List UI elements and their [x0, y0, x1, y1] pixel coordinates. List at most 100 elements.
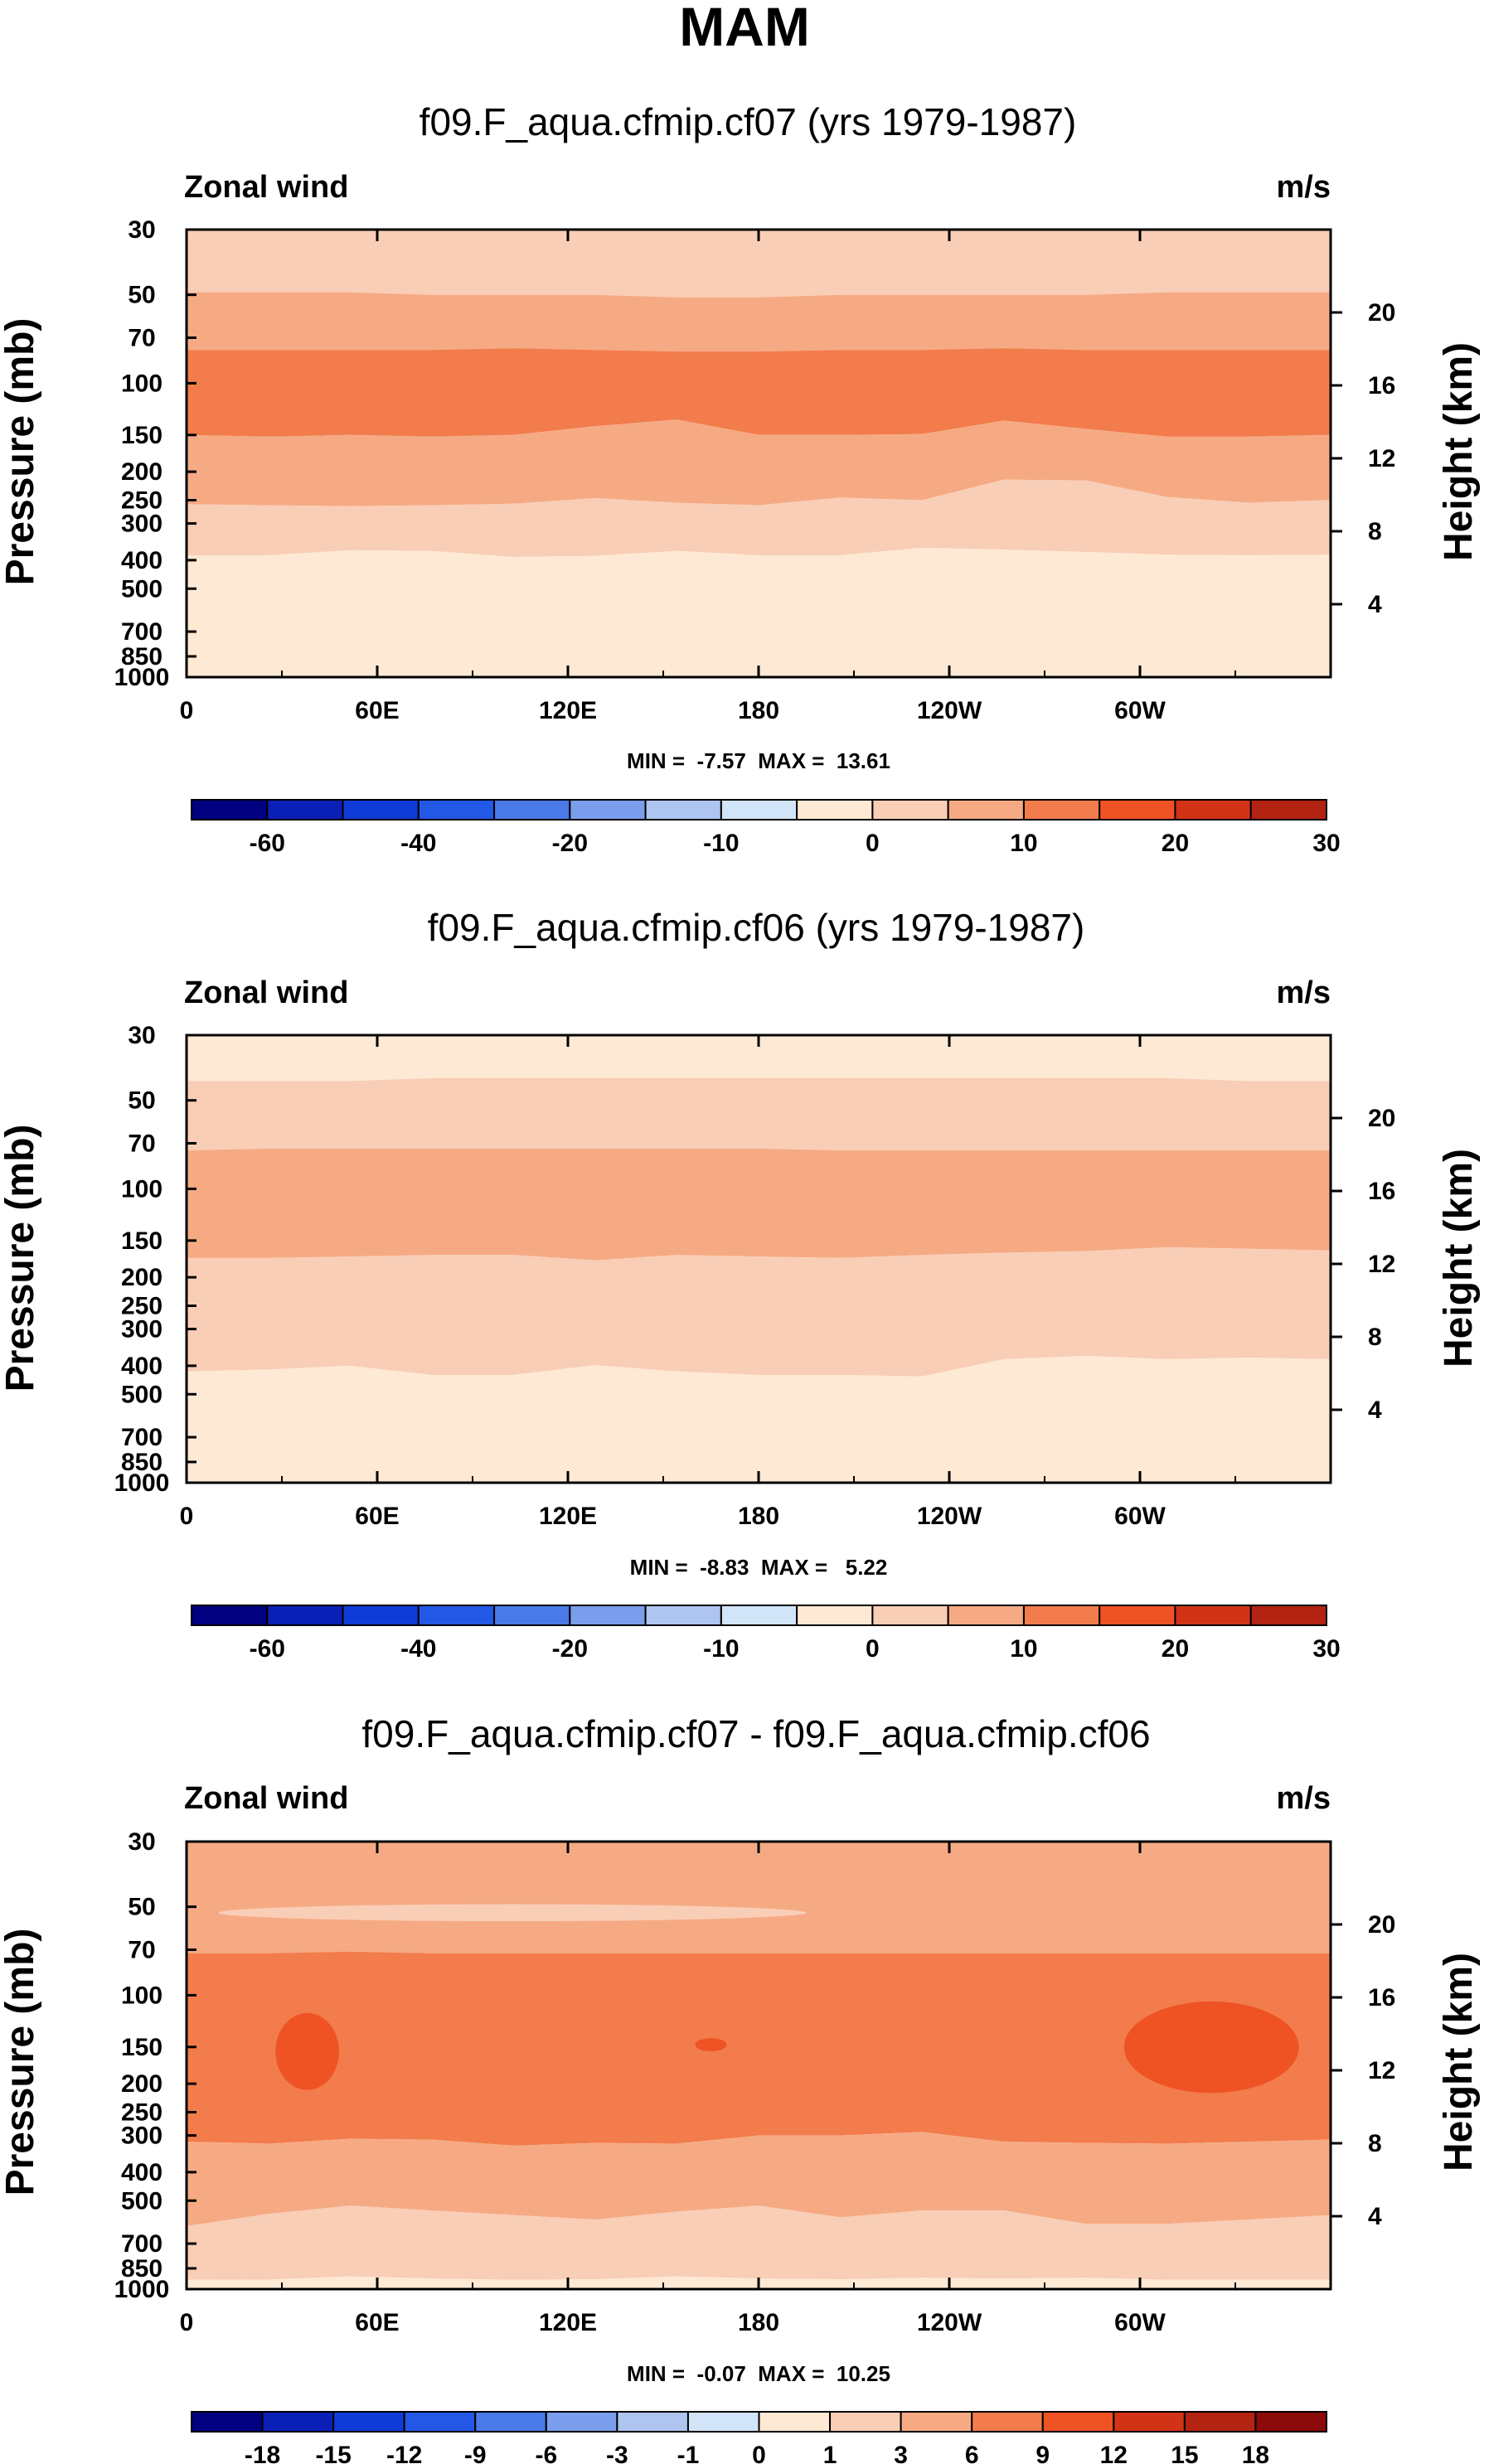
- y-tick-label: 850: [121, 1449, 162, 1476]
- colorbar-tick-label: 10: [1010, 830, 1037, 857]
- y-tick-label: 850: [121, 643, 162, 670]
- y-tick-label: 1000: [114, 1469, 170, 1497]
- contour-band: [187, 479, 1331, 557]
- colorbar-box: [758, 2411, 832, 2433]
- colorbar-box: [829, 2411, 902, 2433]
- y-tick-label: 500: [121, 2187, 162, 2215]
- colorbar-box: [266, 1605, 344, 1626]
- colorbar-box: [342, 799, 420, 821]
- x-tick-label: 60W: [1114, 1503, 1166, 1530]
- y-tick-label: 70: [128, 1130, 155, 1157]
- x-tick-label: 120W: [917, 1503, 982, 1530]
- colorbar-tick-label: 20: [1162, 830, 1189, 857]
- y-tick-label: 500: [121, 575, 162, 603]
- units-label: m/s: [1277, 170, 1331, 205]
- colorbar-tick-label: -1: [677, 2442, 700, 2464]
- colorbar-box: [1254, 2411, 1327, 2433]
- chart-panel-2: f09.F_aqua.cfmip.cf06 (yrs 1979-1987) Zo…: [0, 906, 1481, 1663]
- x-tick-label: 60W: [1114, 2309, 1166, 2336]
- y-tick-label: 150: [121, 2034, 162, 2061]
- colorbar-box: [1022, 799, 1101, 821]
- y-tick-label: 200: [121, 2070, 162, 2098]
- colorbar-box: [332, 2411, 405, 2433]
- x-tick-label: 180: [738, 1503, 779, 1530]
- x-tick-label: 120E: [539, 697, 597, 724]
- y-tick-label: 70: [128, 1936, 155, 1963]
- colorbar-tick-label: 12: [1100, 2442, 1128, 2464]
- colorbar-tick-label: 3: [894, 2442, 908, 2464]
- x-tick-label: 0: [180, 1503, 194, 1530]
- variable-label: Zonal wind: [184, 975, 348, 1010]
- y-tick-label: 250: [121, 2099, 162, 2127]
- colorbar-box: [1174, 1605, 1252, 1626]
- panel-title: f09.F_aqua.cfmip.cf07 (yrs 1979-1987): [420, 100, 1077, 143]
- colorbar-box: [493, 1605, 571, 1626]
- colorbar-tick-label: -20: [552, 830, 588, 857]
- y-right-tick-label: 20: [1368, 1911, 1395, 1939]
- x-tick-label: 0: [180, 2309, 194, 2336]
- y-right-tick-label: 4: [1368, 2203, 1382, 2230]
- y-tick-label: 700: [121, 2230, 162, 2258]
- y-tick-label: 150: [121, 1227, 162, 1255]
- colorbar-box: [686, 2411, 760, 2433]
- y-right-tick-label: 12: [1368, 445, 1395, 472]
- colorbar-box: [266, 799, 344, 821]
- colorbar-box: [191, 799, 269, 821]
- y-axis-right-title: Height (km): [1437, 1149, 1481, 1368]
- colorbar-box: [261, 2411, 335, 2433]
- contour-band: [187, 1035, 1331, 1082]
- colorbar-box: [1099, 799, 1176, 821]
- y-right-tick-label: 8: [1368, 518, 1382, 545]
- colorbar-tick-label: -6: [535, 2442, 557, 2464]
- figure-title: MAM: [679, 0, 810, 57]
- colorbar-tick-label: 9: [1036, 2442, 1050, 2464]
- colorbar-box: [569, 1605, 647, 1626]
- colorbar-box: [417, 799, 496, 821]
- x-tick-label: 0: [180, 697, 194, 724]
- contour-island: [275, 2012, 339, 2090]
- colorbar-box: [871, 799, 949, 821]
- colorbar-box: [1041, 2411, 1115, 2433]
- colorbar-box: [191, 2411, 264, 2433]
- contour-island: [695, 2038, 727, 2051]
- contour-band: [187, 292, 1331, 352]
- units-label: m/s: [1277, 975, 1331, 1010]
- y-right-tick-label: 12: [1368, 2057, 1395, 2084]
- contour-band: [187, 1077, 1331, 1150]
- x-tick-label: 60E: [355, 1503, 399, 1530]
- y-right-tick-label: 4: [1368, 1397, 1382, 1424]
- colorbar-box: [971, 2411, 1044, 2433]
- variable-label: Zonal wind: [184, 1781, 348, 1816]
- colorbar-box: [644, 799, 722, 821]
- y-tick-label: 100: [121, 1175, 162, 1203]
- colorbar-tick-label: -10: [703, 1635, 739, 1663]
- variable-label: Zonal wind: [184, 170, 348, 205]
- contour-island: [218, 1904, 807, 1922]
- x-tick-label: 120E: [539, 2309, 597, 2336]
- y-right-tick-label: 20: [1368, 299, 1395, 327]
- y-tick-label: 30: [128, 1022, 155, 1049]
- colorbar-tick-label: 30: [1312, 830, 1340, 857]
- y-right-tick-label: 16: [1368, 372, 1395, 399]
- colorbar-tick-label: -18: [245, 2442, 280, 2464]
- colorbar-tick-label: 20: [1162, 1635, 1189, 1663]
- y-tick-label: 50: [128, 1087, 155, 1115]
- chart-panel-1: f09.F_aqua.cfmip.cf07 (yrs 1979-1987) Zo…: [0, 100, 1481, 857]
- contour-band: [187, 2132, 1331, 2226]
- contour-band: [187, 230, 1331, 298]
- colorbar-box: [1249, 799, 1327, 821]
- colorbar-tick-label: -3: [606, 2442, 628, 2464]
- y-tick-label: 850: [121, 2255, 162, 2282]
- y-right-tick-label: 4: [1368, 591, 1382, 618]
- y-tick-label: 30: [128, 216, 155, 244]
- colorbar-tick-label: -10: [703, 830, 739, 857]
- y-axis-title: Pressure (mb): [0, 318, 42, 586]
- colorbar-tick-label: -12: [386, 2442, 422, 2464]
- contour-band: [187, 1247, 1331, 1377]
- x-tick-label: 120E: [539, 1503, 597, 1530]
- colorbar-box: [720, 799, 798, 821]
- y-tick-label: 500: [121, 1381, 162, 1408]
- colorbar-box: [644, 1605, 722, 1626]
